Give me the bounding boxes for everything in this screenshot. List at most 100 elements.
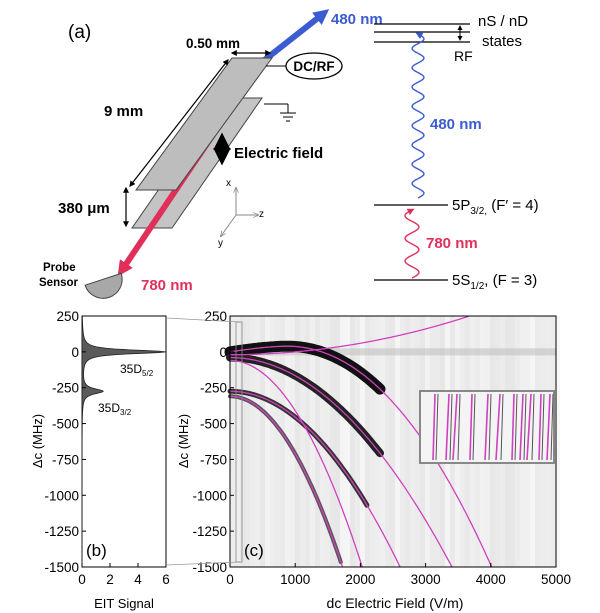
panel-b-label: (b)	[86, 541, 107, 560]
y-tick-label: -500	[200, 417, 227, 432]
heatmap-column	[250, 316, 255, 567]
rydberg-label-1: nS / nD	[478, 13, 528, 30]
x-tick-label: 4000	[476, 572, 506, 587]
inset-line	[445, 393, 450, 461]
theory-curve	[230, 356, 453, 568]
wave-480	[411, 32, 425, 199]
x-tick-label: 5000	[541, 572, 571, 587]
inset-line	[546, 393, 551, 461]
y-tick-label: 0	[71, 345, 79, 360]
length-label: 9 mm	[104, 103, 143, 120]
heatmap-column	[265, 316, 270, 567]
panel-c: 250 0 -250 -500 -750 -1000 -1250 -1500 0 1000 200…	[165, 309, 571, 611]
panel-a: (a) 0.50 mm 9 mm 380 μm Electric field D…	[39, 9, 383, 299]
axis-z-label: z	[259, 209, 264, 220]
probe-sensor-icon	[84, 272, 123, 299]
beam-780-label: 780 nm	[141, 277, 193, 294]
x-tick-label: 2	[106, 572, 114, 587]
inset-line	[511, 393, 515, 461]
y-tick-label: -500	[52, 417, 79, 432]
heatmap-column	[555, 316, 560, 567]
probe-label: Probe	[43, 262, 76, 274]
x-tick-label: 0	[78, 572, 86, 587]
panel-c-label: (c)	[244, 541, 264, 560]
ground-icon	[264, 103, 296, 122]
inset-line-data	[514, 393, 518, 461]
heatmap-column	[315, 316, 320, 567]
y-tick-label: -1000	[44, 488, 79, 503]
heatmap-column	[340, 316, 345, 567]
wave-780-label: 780 nm	[426, 235, 478, 252]
inset-line	[495, 393, 501, 461]
inset-line-data	[550, 393, 554, 461]
heatmap-column	[385, 316, 390, 567]
zoom-region	[235, 321, 243, 563]
heatmap-column	[290, 316, 295, 567]
heatmap-column	[410, 316, 415, 567]
rydberg-label-2: states	[482, 33, 522, 50]
heatmap-column	[400, 316, 405, 567]
panel-c-x-ticks: 0 1000 2000 3000 4000 5000	[226, 563, 571, 587]
heatmap-column	[355, 316, 360, 567]
length-dimension	[129, 59, 229, 187]
panel-b-y-ticks: 250 0 -250 -500 -750 -1000 -1250 -1500	[44, 309, 86, 575]
axis-y-label: y	[218, 238, 223, 249]
x-tick-label: 6	[162, 572, 170, 587]
x-tick-label: 4	[134, 572, 142, 587]
inset-line	[432, 393, 436, 461]
peak-label-35d32: 35D3/2	[98, 401, 132, 417]
inset-line-data	[435, 393, 439, 461]
heatmap-column	[330, 316, 335, 567]
y-tick-label: 0	[219, 345, 227, 360]
heatmap-column	[240, 316, 245, 567]
inset-line	[538, 393, 542, 461]
panel-c-frame	[229, 315, 557, 568]
x-tick-label: 2000	[345, 572, 375, 587]
inset-line-data	[449, 393, 453, 461]
y-tick-label: -1500	[44, 560, 79, 575]
x-tick-label: 0	[226, 572, 234, 587]
inset-line	[526, 393, 532, 461]
inset-line	[469, 393, 473, 461]
inset-line	[452, 393, 458, 461]
heatmap-column	[325, 316, 330, 567]
dcrf-label: DC/RF	[293, 59, 334, 74]
inset-line	[484, 393, 489, 461]
heatmap-column	[295, 316, 300, 567]
inset-line-data	[541, 393, 545, 461]
y-tick-label: -750	[200, 452, 227, 467]
y-tick-label: -750	[52, 452, 79, 467]
y-tick-label: -250	[52, 381, 79, 396]
efield-label: Electric field	[234, 145, 323, 162]
heatmap-column	[300, 316, 305, 567]
gap-label: 0.50 mm	[186, 36, 240, 51]
panel-c-xlabel: dc Electric Field (V/m)	[327, 595, 464, 611]
peak-label-35d52: 35D5/2	[120, 362, 154, 378]
inset-line-data	[472, 393, 476, 461]
energy-levels: nS / nD states RF 5P3/2, (F′ = 4) 5S1/2,…	[374, 13, 539, 292]
wave-780	[404, 208, 420, 279]
beam-480-label: 480 nm	[331, 11, 383, 28]
zoom-line-top	[165, 317, 241, 323]
inset-line-data	[523, 393, 527, 461]
heatmap-column	[375, 316, 380, 567]
panel-b: 250 0 -250 -500 -750 -1000 -1250 -1500 0 2 4 6 35D…	[30, 309, 170, 611]
y-tick-label: 250	[204, 309, 227, 324]
heatmap-column	[335, 316, 340, 567]
inset-lines	[432, 393, 554, 461]
x-tick-label: 3000	[411, 572, 441, 587]
panel-c-y-ticks: 250 0 -250 -500 -750 -1000 -1250 -1500	[192, 309, 234, 575]
axis-x-label: x	[226, 178, 231, 189]
heatmap-column	[380, 316, 385, 567]
theory-curve	[230, 359, 364, 568]
separation-label: 380 μm	[58, 200, 110, 217]
y-tick-label: -1250	[192, 524, 227, 539]
zoom-line-bottom	[165, 561, 241, 566]
level-5p32-label: 5P3/2, (F′ = 4)	[452, 197, 539, 217]
heatmap-column	[275, 316, 280, 567]
heatmap-column	[395, 316, 400, 567]
heatmap-column	[280, 316, 285, 567]
y-tick-label: -1000	[192, 488, 227, 503]
zero-band	[230, 348, 556, 356]
x-tick-label: 1000	[280, 572, 310, 587]
